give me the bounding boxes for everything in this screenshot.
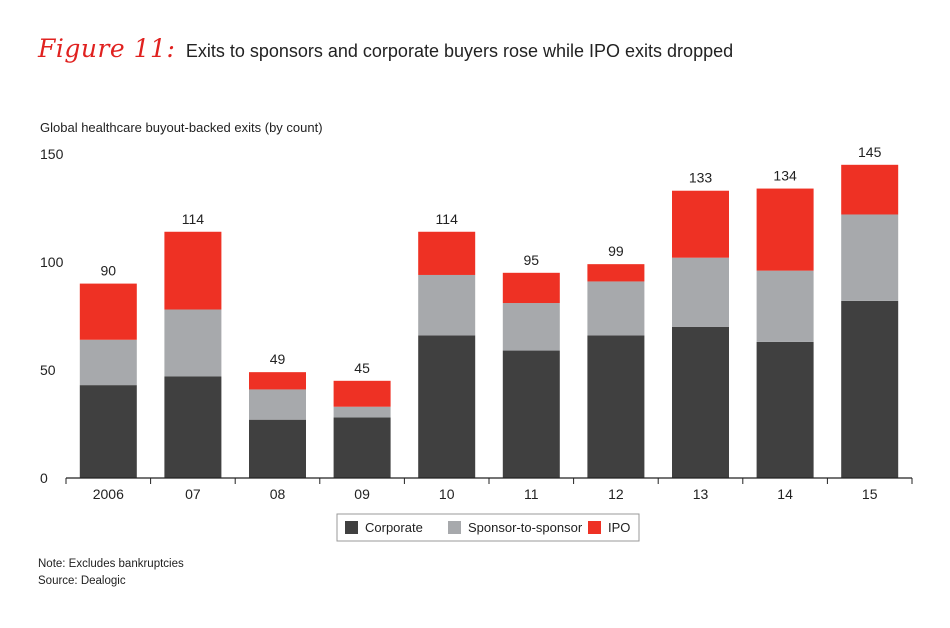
bar-segment-corporate bbox=[841, 300, 899, 478]
bar-segment-corporate bbox=[164, 376, 222, 478]
bar-segment-ipo bbox=[333, 380, 391, 407]
figure-title-text: Exits to sponsors and corporate buyers r… bbox=[185, 41, 734, 61]
x-tick-label: 08 bbox=[270, 486, 286, 502]
bar-segment-ipo bbox=[249, 372, 306, 390]
bar-segment-corporate bbox=[79, 385, 137, 478]
y-tick-label: 50 bbox=[40, 362, 56, 378]
figure-label: Figure 11: bbox=[38, 34, 176, 63]
bar-segment-sponsor-to-sponsor bbox=[249, 389, 306, 420]
chart-source: Source: Dealogic bbox=[38, 575, 126, 587]
bar-segment-ipo bbox=[672, 190, 729, 258]
bar-segment-sponsor-to-sponsor bbox=[502, 303, 560, 351]
x-tick-label: 13 bbox=[693, 486, 709, 502]
x-tick-label: 12 bbox=[608, 486, 624, 502]
bar-total-label: 134 bbox=[773, 168, 797, 184]
legend-label: Sponsor-to-sponsor bbox=[468, 520, 583, 535]
y-tick-label: 0 bbox=[40, 470, 48, 486]
x-tick-label: 07 bbox=[185, 486, 201, 502]
bar-total-label: 90 bbox=[101, 263, 117, 279]
legend-swatch bbox=[345, 521, 358, 534]
legend-label: Corporate bbox=[365, 520, 423, 535]
bar-segment-corporate bbox=[587, 335, 645, 478]
bar-segment-corporate bbox=[249, 419, 306, 478]
bar-segment-corporate bbox=[672, 326, 729, 478]
legend-label: IPO bbox=[608, 520, 630, 535]
bar-total-label: 45 bbox=[354, 360, 370, 376]
bar-segment-corporate bbox=[418, 335, 476, 478]
bar-segment-sponsor-to-sponsor bbox=[841, 214, 899, 301]
x-tick-label: 10 bbox=[439, 486, 455, 502]
y-tick-label: 150 bbox=[40, 146, 64, 162]
bar-segment-sponsor-to-sponsor bbox=[79, 339, 137, 386]
y-tick-label: 100 bbox=[40, 254, 64, 270]
bar-segment-sponsor-to-sponsor bbox=[418, 274, 476, 336]
bar-total-label: 49 bbox=[270, 351, 286, 367]
x-tick-label: 11 bbox=[524, 486, 539, 502]
bar-segment-ipo bbox=[502, 272, 560, 304]
bar-total-label: 114 bbox=[436, 211, 459, 227]
bar-total-label: 145 bbox=[858, 144, 882, 160]
figure-title: Figure 11: Exits to sponsors and corpora… bbox=[38, 34, 733, 63]
chart-note: Note: Excludes bankruptcies bbox=[38, 558, 184, 570]
x-tick-label: 14 bbox=[777, 486, 793, 502]
x-tick-label: 15 bbox=[862, 486, 878, 502]
bar-segment-ipo bbox=[79, 283, 137, 340]
bar-total-label: 114 bbox=[182, 211, 205, 227]
bar-segment-ipo bbox=[756, 188, 814, 271]
y-axis-label: Global healthcare buyout-backed exits (b… bbox=[40, 120, 323, 135]
x-tick-label: 2006 bbox=[93, 486, 124, 502]
bar-segment-ipo bbox=[841, 164, 899, 215]
bar-segment-corporate bbox=[756, 341, 814, 478]
bar-segment-sponsor-to-sponsor bbox=[756, 270, 814, 342]
bar-segment-ipo bbox=[164, 231, 222, 310]
bar-segment-sponsor-to-sponsor bbox=[587, 281, 645, 336]
bar-total-label: 95 bbox=[524, 252, 540, 268]
bar-segment-ipo bbox=[587, 264, 645, 282]
bar-total-label: 133 bbox=[689, 170, 713, 186]
bar-total-label: 99 bbox=[608, 243, 624, 259]
bar-segment-sponsor-to-sponsor bbox=[164, 309, 222, 377]
bar-segment-corporate bbox=[333, 417, 391, 478]
bar-segment-corporate bbox=[502, 350, 560, 478]
x-tick-label: 09 bbox=[354, 486, 370, 502]
bar-segment-sponsor-to-sponsor bbox=[672, 257, 729, 327]
bar-segment-sponsor-to-sponsor bbox=[333, 406, 391, 418]
legend-swatch bbox=[588, 521, 601, 534]
legend-swatch bbox=[448, 521, 461, 534]
bar-segment-ipo bbox=[418, 231, 476, 275]
